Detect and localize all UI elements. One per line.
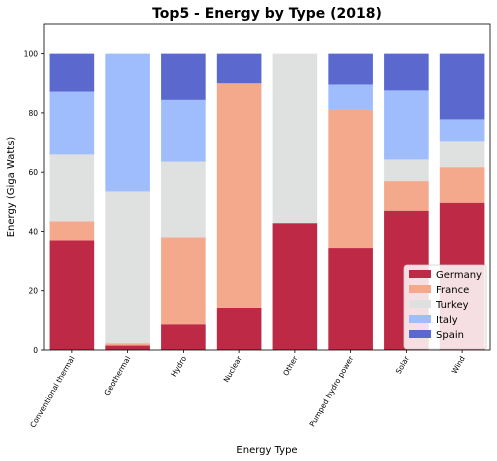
y-tick-label: 100 (24, 50, 39, 59)
bar-segment (439, 141, 485, 168)
bar-segment (272, 53, 318, 224)
bar-segment (328, 53, 373, 85)
x-tick-label: Other (281, 354, 300, 378)
bar-segment (328, 109, 373, 249)
bar-segment (105, 191, 150, 344)
legend-swatch (409, 270, 431, 278)
x-tick-label: Wind (450, 354, 467, 375)
bar-segment (439, 53, 485, 120)
plot-frame (43, 23, 491, 351)
bar-segment (272, 223, 318, 350)
bar-segment (439, 119, 485, 142)
chart-title: Top5 - Energy by Type (2018) (152, 6, 382, 22)
legend-swatch (409, 330, 431, 338)
y-tick-label: 0 (33, 346, 38, 355)
bar-segment (105, 53, 150, 192)
legend-label: Italy (436, 315, 458, 326)
legend-label: Germany (436, 270, 482, 281)
bar-segment (216, 83, 262, 308)
legend-label: France (436, 285, 469, 296)
legend: Germany France Turkey Italy Spain (403, 264, 487, 350)
legend-swatch (409, 300, 431, 308)
x-tick-label: Conventional thermal (28, 355, 76, 430)
legend-label: Turkey (435, 300, 469, 311)
bar-segment (384, 90, 429, 160)
bar-segment (216, 53, 262, 84)
x-tick-label: Hydro (169, 354, 188, 378)
bar-segment (439, 167, 485, 203)
bar-segment (384, 159, 429, 182)
legend-swatch (409, 315, 431, 323)
bar-segment (161, 99, 206, 162)
bar-segment (49, 154, 95, 222)
bar-segment (328, 248, 373, 350)
legend-swatch (409, 285, 431, 293)
x-axis-label: Energy Type (236, 445, 297, 456)
bar-segment (49, 221, 95, 241)
bar-segment (49, 91, 95, 155)
bar-segment (161, 161, 206, 238)
x-axis: Conventional thermal Geothermal Hydro Nucle… (28, 350, 467, 429)
y-tick-label: 80 (28, 109, 38, 118)
bar-segment (105, 345, 150, 350)
bar-segment (216, 307, 262, 350)
y-tick-label: 60 (28, 168, 38, 177)
legend-label: Spain (436, 330, 464, 341)
y-tick-label: 20 (28, 287, 38, 296)
bar-segment (161, 53, 206, 100)
bar-segment (384, 53, 429, 91)
bar-segment (161, 237, 206, 325)
x-tick-label: Geothermal (102, 355, 132, 398)
bar-segment (384, 181, 429, 211)
bar-segment (105, 343, 150, 346)
x-tick-label: Nuclear (222, 354, 245, 384)
bar-segment (328, 84, 373, 110)
x-tick-label: Solar (394, 354, 412, 376)
x-tick-label: Pumped hydro power (308, 354, 356, 429)
y-tick-label: 40 (28, 227, 38, 236)
bars-layer (49, 53, 485, 350)
y-axis-label: Energy (Giga Watts) (6, 137, 17, 238)
bar-segment (49, 53, 95, 92)
bar-segment (49, 240, 95, 350)
y-axis: 0 20 40 60 80 100 (24, 50, 44, 355)
bar-segment (161, 324, 206, 350)
